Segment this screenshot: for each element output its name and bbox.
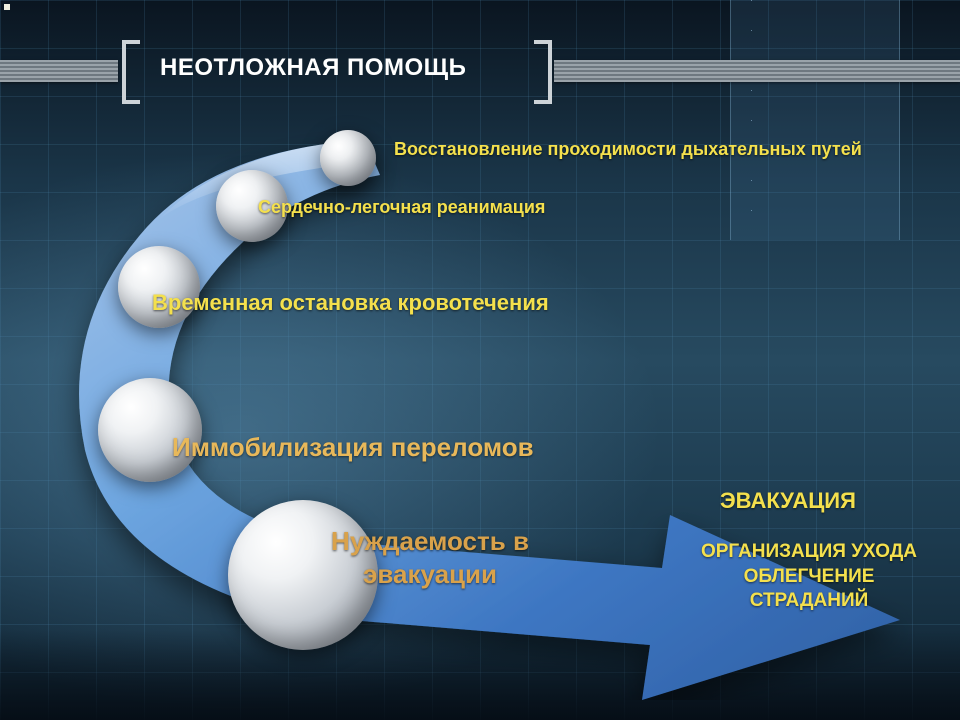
evac-line-1: ОРГАНИЗАЦИЯ УХОДА xyxy=(701,541,917,562)
evac-line-3: СТРАДАНИЙ xyxy=(750,590,869,611)
evacuation-title: ЭВАКУАЦИЯ xyxy=(720,488,856,514)
step-5-label: Нуждаемость в эвакуации xyxy=(300,525,560,590)
step-5-line1: Нуждаемость в xyxy=(331,526,529,556)
step-3-label: Временная остановка кровотечения xyxy=(152,290,549,316)
ruler-panel xyxy=(730,0,900,240)
sphere-1 xyxy=(320,130,376,186)
step-5-line2: эвакуации xyxy=(363,559,497,589)
evac-line-2: ОБЛЕГЧЕНИЕ xyxy=(744,566,875,587)
floor-shadow xyxy=(0,630,960,720)
title-bracket-left xyxy=(122,40,140,104)
header-bar-right xyxy=(554,60,960,82)
header-bar-left xyxy=(0,60,118,82)
sphere-4 xyxy=(98,378,202,482)
step-4-label: Иммобилизация переломов xyxy=(172,432,534,463)
page-title: НЕОТЛОЖНАЯ ПОМОЩЬ xyxy=(160,54,466,82)
step-2-label: Сердечно-легочная реанимация xyxy=(258,197,545,218)
step-1-label: Восстановление проходимости дыхательных … xyxy=(394,139,862,160)
evacuation-lines: ОРГАНИЗАЦИЯ УХОДА ОБЛЕГЧЕНИЕ СТРАДАНИЙ xyxy=(684,540,934,614)
title-bracket-right xyxy=(534,40,552,104)
